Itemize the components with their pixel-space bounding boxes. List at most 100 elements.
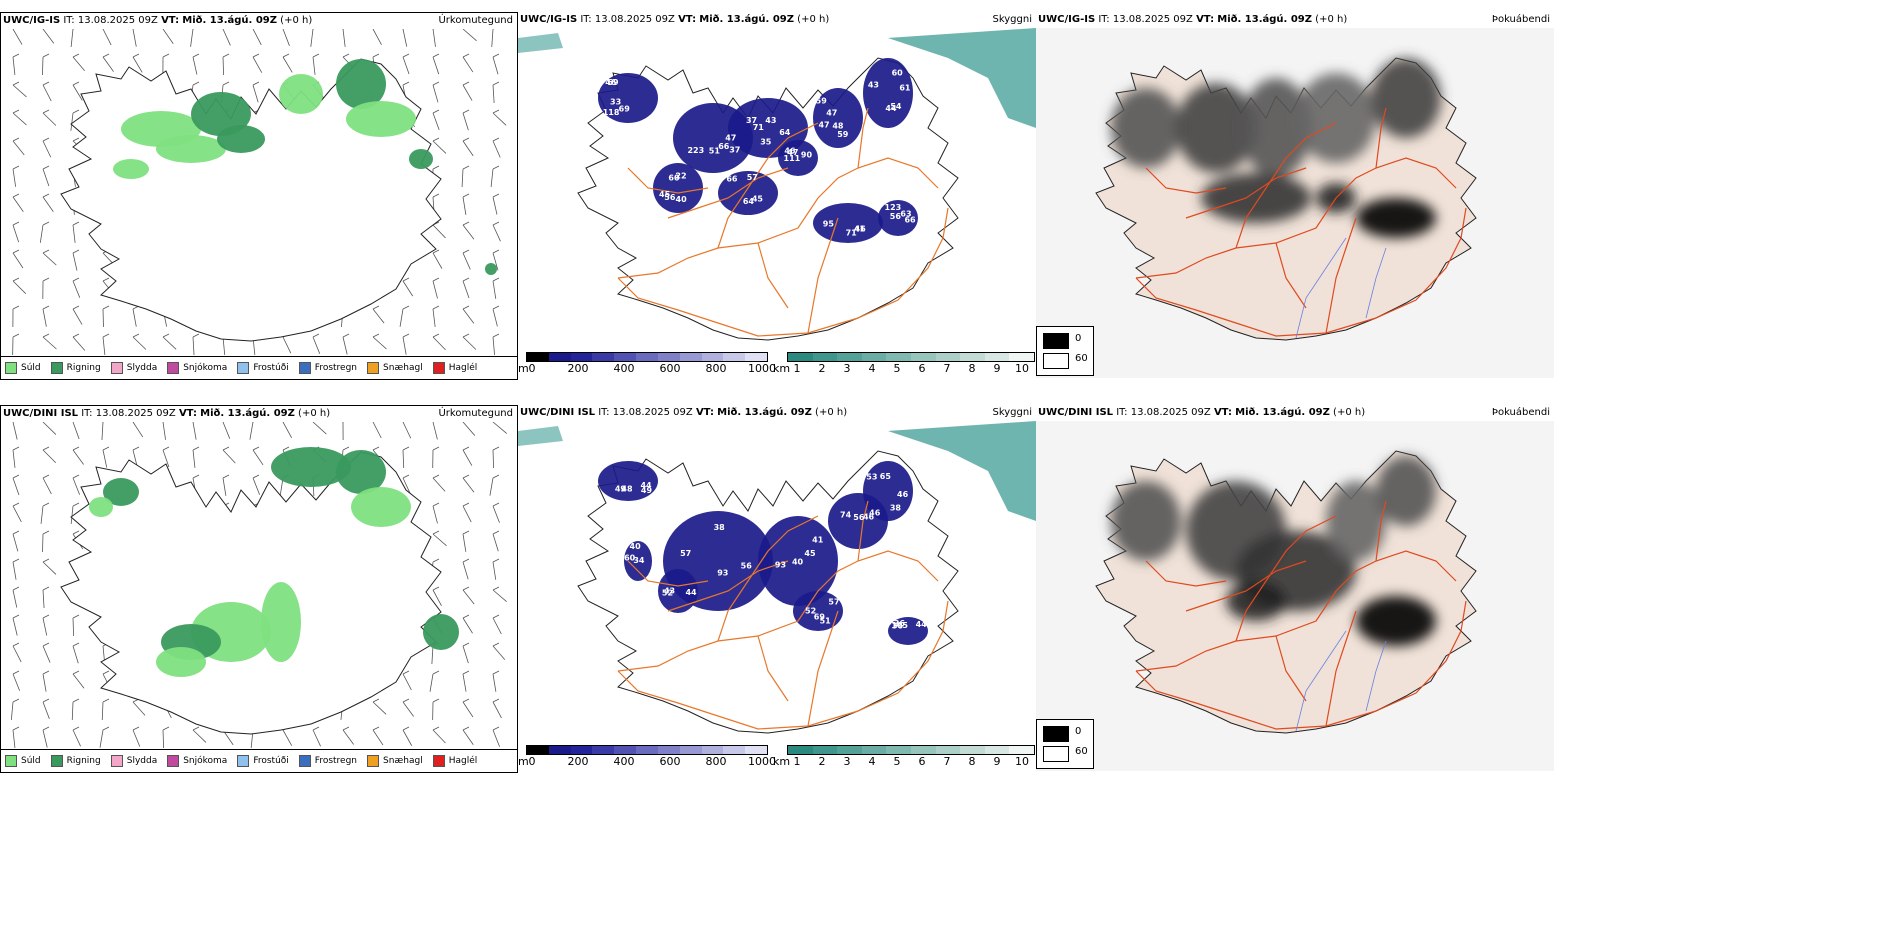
colorbar-tick: 200 [567,362,589,375]
wind-barb [492,533,499,552]
wind-barb [162,449,170,468]
wind-barb [72,422,80,440]
wind-barb [42,112,57,126]
wind-barb-flag [42,249,50,254]
ceiling-height-label: 46 [863,512,875,521]
legend-swatch [50,362,63,374]
fog-index-legend: 0 60 [1036,326,1094,376]
wind-barb [492,505,500,523]
wind-barb-flag [462,586,470,591]
wind-barb [372,729,384,746]
road-line [717,122,819,249]
colorbar-tick: 10 [1015,362,1029,375]
road-line [757,242,789,309]
sea-fog-area [888,28,1036,128]
wind-barb [399,308,404,327]
sea-fog-area [518,426,563,446]
wind-barb-flag [402,53,410,58]
wind-barb [462,252,471,270]
wind-barb [462,140,474,157]
wind-barb-flag [102,698,110,703]
wind-barb-flag [342,446,350,451]
wind-barb [461,168,464,187]
wind-barb-flag [492,333,500,338]
ceiling-height-label: 44 [685,588,697,597]
wind-barb-flag [132,726,140,731]
wind-barb [12,589,18,608]
ceiling-height-label: 105 [891,621,908,630]
road-line [1275,242,1307,309]
wind-barb-flag [12,726,20,731]
road-line [1325,610,1357,727]
colorbar-step [837,746,862,754]
wind-barb-flag [42,53,50,58]
sea-fog-area [518,33,563,53]
ceiling-height-label: 56 [853,513,865,522]
colorbar-tick: 7 [943,362,951,375]
legend-swatch-low [1043,353,1069,369]
wind-barb [432,29,436,47]
wind-barb-flag [72,305,80,310]
colorbar-step [570,353,593,361]
legend-label: Snæhagl [383,363,423,373]
wind-barb-flag [192,446,200,451]
precip-area [351,487,411,527]
ceiling-height-label: 66 [904,215,916,224]
road-line [1185,167,1307,219]
wind-barb-flag [342,53,350,58]
wind-barb-flag [72,530,80,535]
wind-barb-flag [222,53,230,58]
wind-barb-flag [72,81,80,86]
ceiling-height-label: 36 [892,621,904,630]
ceiling-height-label: 22 [675,172,686,181]
ceiling-height-label: 74 [840,510,852,519]
wind-barb-flag [192,333,200,338]
wind-barb [432,477,446,492]
wind-barb-flag [462,249,470,254]
wind-barb [252,56,263,73]
wind-barb-flag [492,726,500,731]
wind-barb [42,84,52,102]
precip-area [113,159,149,179]
road-line [1235,515,1337,642]
lead-time: (+0 h) [298,408,331,419]
precip-type-legend: Súld Rigning Slydda Snjókoma Frostúði Frostre… [1,749,517,772]
colorbar-step [837,353,862,361]
ceiling-height-label: 71 [753,123,765,132]
wind-barb [312,422,327,435]
ceiling-height-label: 44 [885,104,897,113]
wind-barb-flag [132,446,140,451]
low-ceiling-area [778,140,818,176]
wind-barb-flag [42,558,50,563]
init-time-value: 13.08.2025 09Z [1112,14,1193,25]
wind-barb [402,477,411,495]
colorbar-tick: 800 [705,755,727,768]
wind-barb-flag [432,109,440,114]
wind-barb-flag [252,474,260,479]
ceiling-height-label: 40 [792,557,804,566]
wind-barb-flag [372,333,380,338]
legend-swatch [50,755,63,767]
ceiling-height-label: 48 [832,121,844,130]
fog-index-area [1371,58,1441,138]
wind-barb-flag [72,53,80,58]
wind-barb-flag [12,193,20,198]
wind-barb [282,729,293,746]
wind-barb-flag [12,277,20,282]
colorbar-tick: 7 [943,755,951,768]
ceiling-height-label: 40 [676,195,688,204]
init-time-value: 13.08.2025 09Z [95,408,176,419]
ceiling-height-label: 56 [890,212,902,221]
ceiling-height-label: 47 [787,148,798,157]
fog-index-area [1326,481,1386,561]
wind-barb [402,729,413,746]
wind-barb-flag [12,81,20,86]
road-line [857,500,869,562]
colorbar-step [1009,353,1034,361]
wind-barb-flag [432,305,440,310]
wind-barb-flag [432,249,440,254]
wind-barb [162,336,177,350]
low-ceiling-area [813,88,863,148]
visibility-colorbar-bar [787,745,1035,755]
wind-barb-flag [72,249,80,254]
